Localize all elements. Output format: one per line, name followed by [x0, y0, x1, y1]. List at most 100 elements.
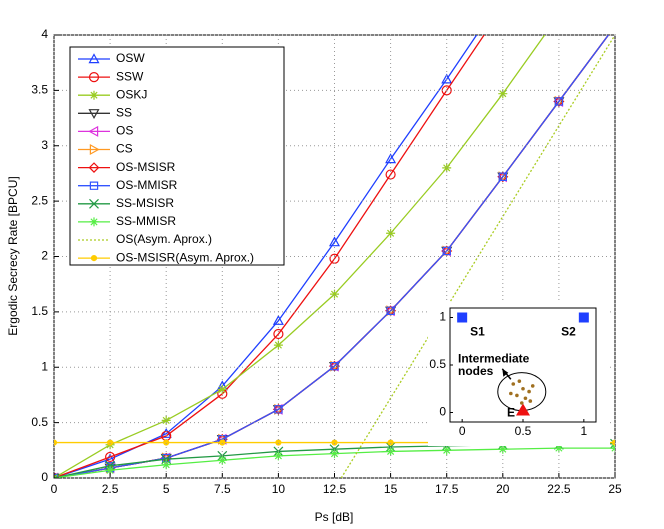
y-tick-label: 0.5 — [31, 415, 48, 429]
marker — [611, 23, 620, 31]
marker — [89, 198, 99, 209]
y-tick-label: 0.5 — [429, 357, 446, 371]
x-axis-label: Ps [dB] — [315, 510, 354, 524]
legend-label: SSW — [116, 69, 144, 83]
legend-label: SS — [116, 105, 132, 119]
marker — [498, 444, 508, 454]
legend-label: OS-MSISR(Asym. Aprox.) — [116, 250, 254, 264]
relay-node — [521, 386, 525, 391]
marker — [554, 97, 564, 106]
marker — [385, 169, 396, 180]
y-tick-label: 2.5 — [31, 193, 48, 207]
marker — [498, 3, 507, 12]
x-tick-label: 22.5 — [547, 482, 571, 496]
source-node — [457, 312, 468, 323]
x-tick-label: 25 — [608, 482, 622, 496]
y-tick-label: 2 — [41, 249, 48, 263]
y-tick-label: 3.5 — [31, 83, 48, 97]
legend-label: OS-MMISR — [116, 178, 178, 192]
y-tick-label: 3 — [41, 138, 48, 152]
y-tick-label: 1.5 — [31, 304, 48, 318]
relay-node — [527, 389, 531, 394]
marker — [273, 328, 284, 340]
annotation-arrowhead — [502, 368, 509, 377]
marker — [610, 438, 615, 449]
x-tick-label: 7.5 — [214, 482, 231, 496]
marker — [54, 472, 60, 478]
x-tick-label: 0.5 — [515, 424, 532, 438]
marker — [217, 384, 227, 394]
series-line — [54, 35, 546, 478]
marker — [161, 430, 172, 442]
marker — [107, 439, 114, 446]
annotation: S2 — [561, 325, 576, 339]
legend: OSW SSW OSKJ SS OS CS OS-MSISR OS-MMISR SS-MSISR… — [69, 46, 285, 266]
marker — [160, 427, 172, 438]
marker — [161, 415, 171, 425]
x-tick-label: 15 — [384, 482, 398, 496]
marker — [161, 460, 171, 470]
marker — [554, 11, 563, 20]
series-line — [54, 35, 485, 478]
marker — [105, 451, 116, 463]
relay-node — [519, 401, 524, 405]
marker — [611, 23, 618, 30]
marker — [88, 162, 100, 173]
legend-label: OSKJ — [116, 87, 147, 101]
relay-node — [517, 379, 522, 383]
legend-label: CS — [116, 142, 133, 156]
x-tick-label: 12.5 — [323, 482, 347, 496]
marker — [442, 445, 452, 455]
marker — [441, 73, 453, 84]
marker — [88, 53, 100, 64]
marker — [330, 449, 339, 459]
marker — [89, 143, 100, 156]
annotation: Intermediate — [458, 351, 530, 365]
x-tick-label: 1 — [580, 424, 587, 438]
marker — [274, 405, 283, 414]
marker — [441, 85, 452, 96]
marker — [331, 439, 338, 446]
legend-label: OSW — [116, 51, 145, 65]
relay-node — [511, 382, 516, 386]
marker — [387, 439, 394, 446]
annotation: nodes — [458, 364, 494, 378]
y-tick-label: 1 — [41, 359, 48, 373]
marker — [89, 181, 99, 190]
marker — [89, 217, 99, 227]
relay-node — [530, 384, 535, 388]
relay-node — [509, 391, 513, 396]
marker — [163, 439, 170, 446]
marker — [272, 314, 284, 325]
marker — [88, 125, 99, 137]
marker — [442, 246, 451, 256]
marker — [273, 340, 283, 350]
marker — [54, 473, 59, 478]
marker — [105, 465, 115, 475]
marker — [54, 439, 58, 446]
relay-node — [523, 396, 528, 401]
marker — [88, 109, 100, 120]
annotation: E — [507, 406, 515, 420]
legend-label: OS — [116, 124, 133, 138]
marker — [330, 289, 339, 299]
x-tick-label: 0 — [51, 482, 58, 496]
x-tick-label: 2.5 — [102, 482, 119, 496]
annotation: S1 — [470, 325, 485, 339]
series-line — [54, 35, 478, 478]
marker — [329, 253, 340, 264]
marker — [611, 22, 619, 31]
marker — [385, 153, 397, 164]
legend-label: SS-MSISR — [116, 196, 174, 210]
legend-label: OS-MSISR — [116, 160, 176, 174]
x-tick-label: 17.5 — [435, 482, 459, 496]
x-tick-label: 0 — [459, 424, 466, 438]
eavesdropper-node — [516, 403, 530, 416]
x-tick-label: 20 — [496, 482, 510, 496]
marker — [611, 22, 620, 31]
marker — [611, 439, 615, 446]
marker — [90, 255, 98, 262]
y-tick-label: 0 — [439, 405, 446, 419]
legend-box — [69, 46, 285, 266]
